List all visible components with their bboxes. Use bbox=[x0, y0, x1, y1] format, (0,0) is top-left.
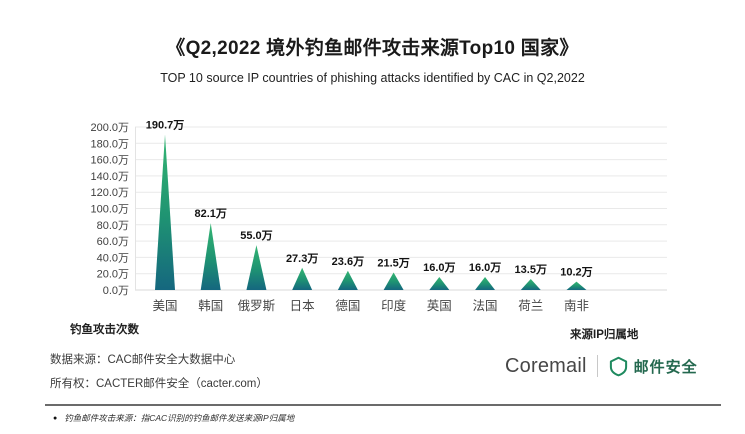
page-subtitle: TOP 10 source IP countries of phishing a… bbox=[160, 71, 585, 85]
value-label: 190.7万 bbox=[146, 119, 185, 132]
category-label: 英国 bbox=[427, 299, 452, 313]
brand-product-name: 邮件安全 bbox=[633, 358, 698, 376]
footer-divider-line bbox=[45, 404, 721, 406]
chart-bar-8 bbox=[520, 278, 541, 290]
category-label: 荷兰 bbox=[518, 299, 543, 313]
chart-bar-1 bbox=[200, 223, 221, 290]
value-label: 82.1万 bbox=[195, 207, 227, 220]
category-label: 俄罗斯 bbox=[238, 299, 276, 313]
category-label: 日本 bbox=[290, 299, 316, 313]
y-tick-label: 180.0万 bbox=[90, 138, 129, 150]
y-tick-label: 100.0万 bbox=[90, 204, 129, 216]
chart-bar-2 bbox=[246, 245, 267, 290]
chart-bar-3 bbox=[292, 267, 313, 290]
page-title: 《Q2,2022 境外钓鱼邮件攻击来源Top10 国家》 bbox=[166, 38, 579, 59]
value-label: 13.5万 bbox=[515, 263, 547, 276]
y-tick-label: 160.0万 bbox=[90, 155, 129, 167]
bullet-icon: ● bbox=[53, 414, 58, 422]
value-label: 16.0万 bbox=[423, 261, 455, 274]
category-label: 南非 bbox=[564, 298, 589, 313]
footnote: ● 钓鱼邮件攻击来源：指CAC识别的钓鱼邮件发送来源IP归属地 bbox=[53, 412, 294, 424]
y-axis-title: 钓鱼攻击次数 bbox=[70, 324, 139, 336]
value-label: 23.6万 bbox=[332, 255, 364, 268]
y-tick-label: 40.0万 bbox=[97, 252, 129, 264]
chart-bar-4 bbox=[337, 270, 358, 290]
value-label: 16.0万 bbox=[469, 261, 501, 274]
logo-divider bbox=[596, 355, 598, 377]
category-label: 法国 bbox=[473, 299, 498, 313]
value-label: 27.3万 bbox=[286, 252, 318, 265]
ownership-line: 所有权：CACTER邮件安全（cacter.com） bbox=[50, 378, 268, 390]
chart-bar-9 bbox=[566, 281, 587, 290]
footnote-text: 钓鱼邮件攻击来源：指CAC识别的钓鱼邮件发送来源IP归属地 bbox=[64, 413, 295, 423]
category-label: 德国 bbox=[335, 298, 360, 313]
coremail-wordmark: Coremail bbox=[505, 354, 587, 377]
shield-icon bbox=[608, 356, 629, 377]
y-tick-label: 140.0万 bbox=[90, 171, 129, 183]
category-label: 印度 bbox=[381, 298, 407, 313]
value-label: 21.5万 bbox=[377, 256, 409, 269]
coremail-logo: Coremail 邮件安全 bbox=[505, 353, 698, 379]
value-label: 55.0万 bbox=[240, 229, 272, 242]
data-source-line: 数据来源：CAC邮件安全大数据中心 bbox=[50, 354, 236, 366]
value-label: 10.2万 bbox=[560, 266, 592, 279]
chart-bar-6 bbox=[429, 276, 450, 290]
category-label: 韩国 bbox=[198, 298, 223, 313]
x-axis-title: 来源IP归属地 bbox=[570, 329, 639, 341]
chart-bar-7 bbox=[475, 276, 496, 290]
y-tick-label: 200.0万 bbox=[90, 122, 129, 134]
y-tick-label: 60.0万 bbox=[97, 236, 129, 248]
category-label: 美国 bbox=[152, 299, 177, 313]
y-tick-label: 80.0万 bbox=[97, 220, 129, 232]
chart-bar-5 bbox=[383, 272, 404, 290]
y-tick-label: 0.0万 bbox=[103, 285, 129, 297]
y-tick-label: 120.0万 bbox=[90, 187, 129, 199]
phishing-sources-bar-chart: 0.0万 20.0万 40.0万 60.0万 80.0万 100.0万 120.0万 140.… bbox=[90, 119, 667, 313]
y-tick-label: 20.0万 bbox=[97, 269, 129, 281]
chart-bar-0 bbox=[155, 134, 175, 290]
